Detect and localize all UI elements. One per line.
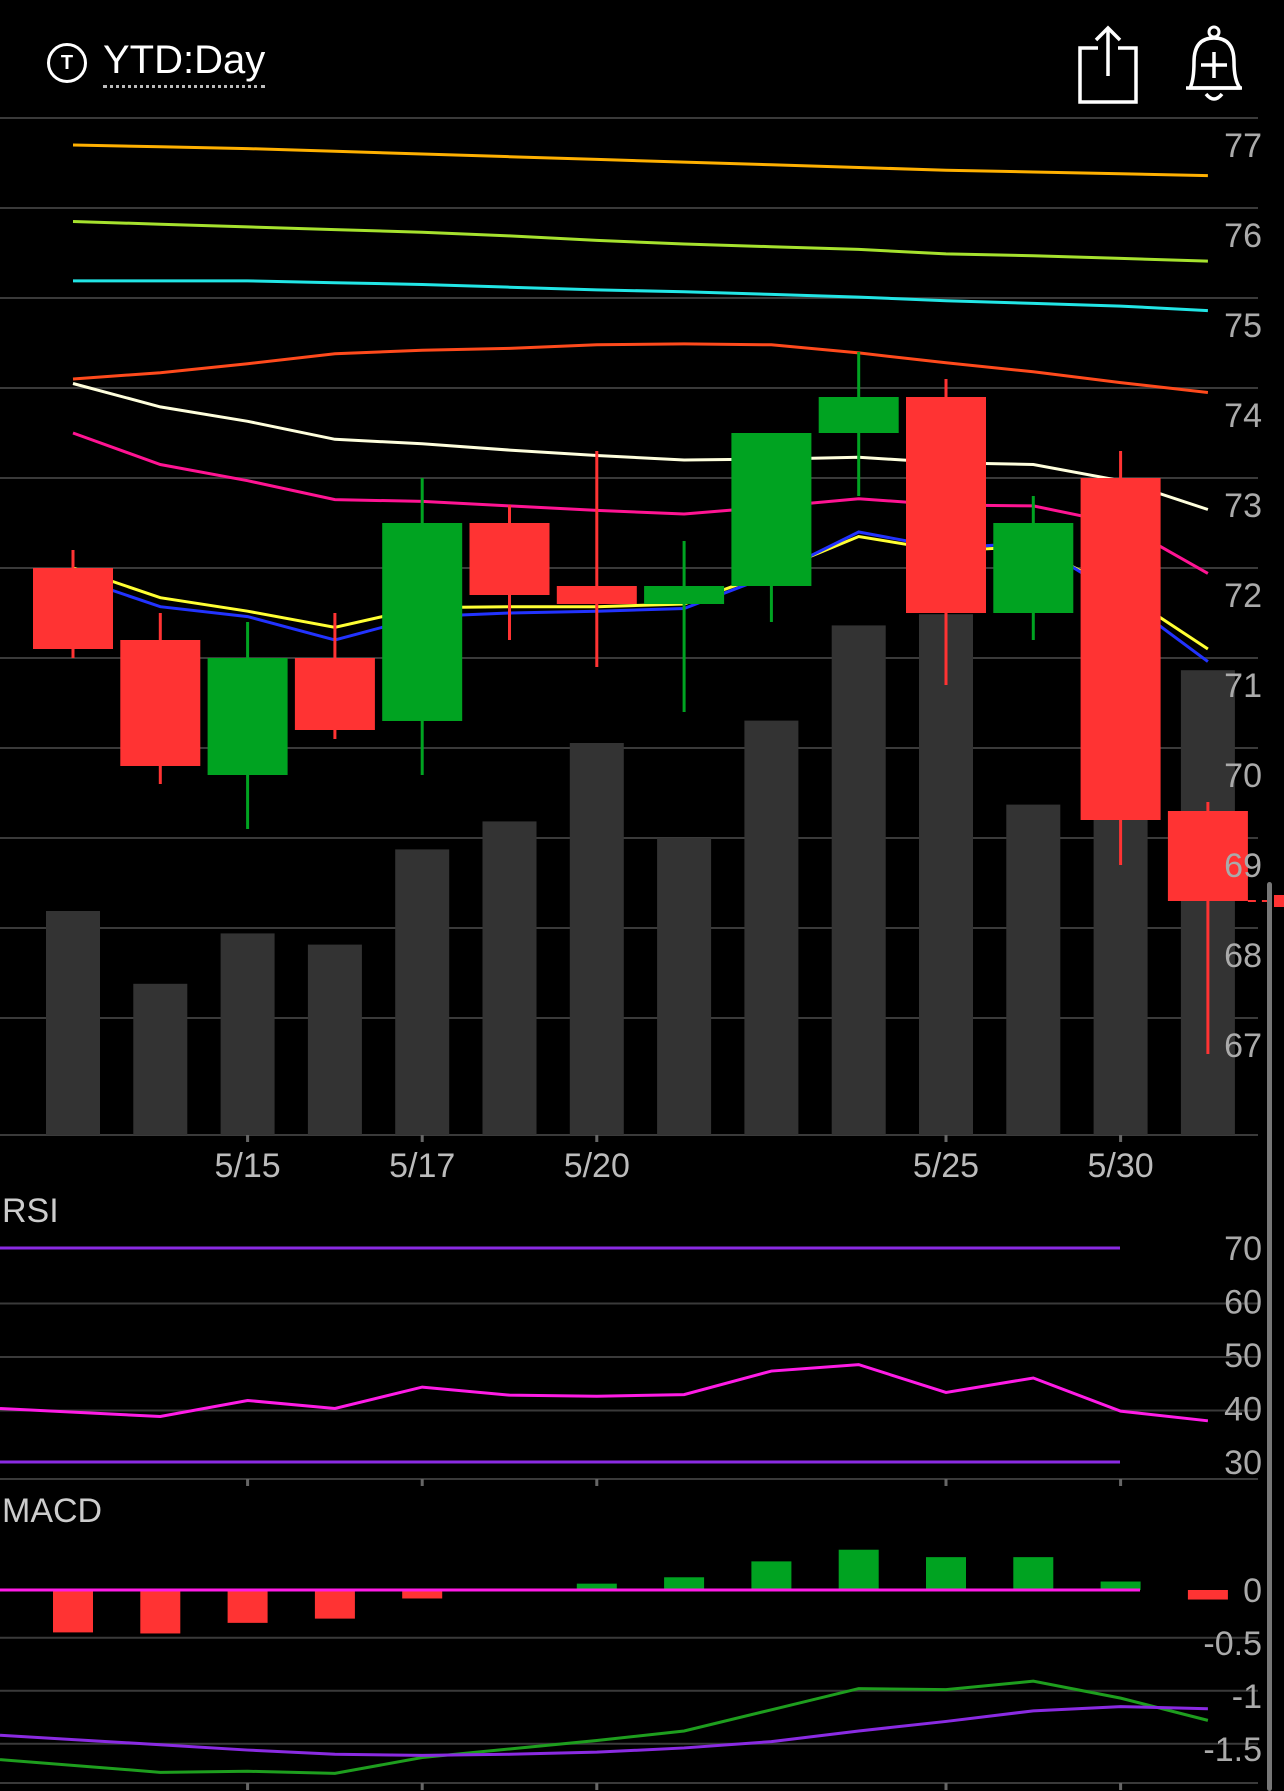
candle-body (469, 523, 550, 595)
share-icon[interactable] (1070, 22, 1146, 106)
moving-average-line (73, 279, 1208, 313)
moving-average-line (72, 431, 1209, 575)
volume-bar (744, 720, 799, 1135)
rsi-title: RSI (2, 1192, 59, 1230)
candles (33, 352, 1284, 1054)
moving-average-line (72, 382, 1209, 511)
price-tick-label: 76 (1224, 217, 1262, 255)
vertical-scrollbar[interactable] (1267, 882, 1272, 1791)
candle-body (818, 397, 899, 433)
price-tick-label: 73 (1224, 487, 1262, 525)
date-axis-labels: 5/15 5/17 5/20 5/25 5/30 (215, 1135, 1154, 1185)
timeframe-selector[interactable]: T YTD:Day (47, 38, 266, 88)
price-tick-label: 75 (1224, 307, 1262, 345)
ticker-badge-icon: T (47, 43, 87, 83)
candle-body (382, 523, 463, 721)
volume-bar (307, 944, 362, 1135)
macd-tick-label: -0.5 (1203, 1625, 1262, 1663)
macd-panel: MACD 0 -0.5 -1 -1.5 (0, 1492, 1262, 1790)
price-axis-labels: 77 76 75 74 73 72 71 70 69 68 67 (1224, 127, 1262, 1065)
rsi-tick-label: 40 (1224, 1391, 1262, 1429)
moving-average-line (72, 220, 1208, 263)
candle-body (1167, 811, 1248, 901)
macd-signal-line (0, 1705, 1208, 1757)
candle-body (906, 397, 986, 613)
rsi-tick-label: 70 (1224, 1230, 1262, 1268)
price-tick-label: 71 (1224, 667, 1262, 705)
date-label: 5/15 (215, 1147, 281, 1185)
volume-bar (220, 933, 275, 1135)
volume-bar (1006, 804, 1061, 1135)
price-tick-label: 72 (1224, 577, 1262, 615)
moving-averages (72, 143, 1209, 663)
macd-tick-label: -1.5 (1203, 1731, 1262, 1769)
volume-bar (46, 911, 100, 1135)
macd-histogram-bar (1013, 1557, 1054, 1590)
macd-histogram-bar (926, 1557, 966, 1590)
candle-body (33, 568, 113, 649)
rsi-tick-label: 60 (1224, 1284, 1262, 1322)
macd-histogram-bar (140, 1590, 181, 1634)
volume-bar (133, 983, 188, 1135)
rsi-panel: RSI 70 60 50 40 30 (0, 1192, 1262, 1486)
candle-body (993, 523, 1074, 613)
volume-bar (831, 625, 886, 1135)
volume-bar (657, 838, 712, 1135)
macd-histogram-bar (1187, 1590, 1228, 1600)
candle-body (120, 640, 201, 766)
volume-bar (482, 821, 537, 1135)
volume-bar (919, 614, 973, 1135)
macd-title: MACD (2, 1492, 102, 1530)
grid-lines (0, 117, 1258, 1136)
chart-header: T YTD:Day (0, 0, 1284, 125)
candle-body (207, 658, 288, 775)
macd-histogram-bar (1100, 1581, 1141, 1590)
candle-body (731, 433, 812, 586)
macd-histogram-bar (227, 1590, 268, 1623)
macd-histogram-bar (53, 1590, 93, 1633)
date-label: 5/20 (564, 1147, 630, 1185)
macd-histogram-bar (402, 1590, 443, 1599)
last-price-marker (1274, 895, 1284, 907)
volume-bar (569, 743, 624, 1135)
price-tick-label: 77 (1224, 127, 1262, 165)
candle-body (294, 658, 375, 730)
candle-body (556, 586, 637, 604)
moving-average-line (72, 342, 1209, 394)
date-label: 5/25 (913, 1147, 979, 1185)
price-tick-label: 70 (1224, 757, 1262, 795)
add-alert-icon[interactable] (1176, 22, 1252, 106)
macd-tick-label: -1 (1232, 1678, 1262, 1716)
volume-bar (395, 849, 450, 1135)
candle-body (1080, 478, 1161, 820)
timeframe-title[interactable]: YTD:Day (103, 38, 266, 88)
moving-average-line (72, 143, 1208, 178)
price-tick-label: 68 (1224, 937, 1262, 975)
candle-body (644, 586, 725, 604)
price-tick-label: 69 (1224, 847, 1262, 885)
macd-histogram-bar (664, 1577, 705, 1590)
rsi-tick-label: 50 (1224, 1337, 1262, 1375)
macd-histogram-bar (751, 1561, 792, 1590)
price-tick-label: 67 (1224, 1027, 1262, 1065)
date-label: 5/17 (389, 1147, 455, 1185)
macd-histogram-bar (314, 1590, 355, 1619)
rsi-tick-label: 30 (1224, 1444, 1262, 1482)
price-tick-label: 74 (1224, 397, 1262, 435)
macd-histogram-bar (576, 1583, 617, 1590)
macd-histogram-bar (838, 1549, 879, 1590)
rsi-line (0, 1363, 1209, 1423)
macd-line (0, 1679, 1209, 1775)
date-label: 5/30 (1088, 1147, 1154, 1185)
scrollbar (1267, 882, 1272, 1791)
macd-tick-label: 0 (1243, 1572, 1262, 1610)
